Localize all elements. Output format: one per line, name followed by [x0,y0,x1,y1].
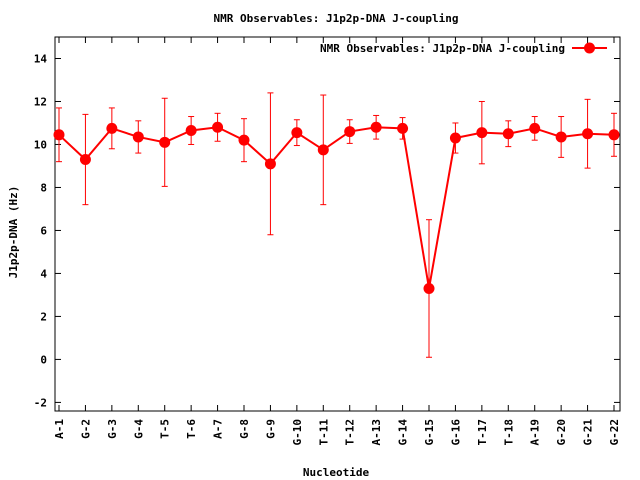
x-tick-label: G-4 [132,419,145,439]
data-point [556,131,567,142]
y-axis-label: J1p2p-DNA (Hz) [7,186,20,279]
x-tick-label: G-8 [238,419,251,439]
legend-label: NMR Observables: J1p2p-DNA J-coupling [320,42,565,55]
x-tick-label: T-12 [344,419,357,446]
plot-area: -2 0 2 4 6 8 10 12 14 A-1 G-2 G-3 G-4 T-5 T-6 A-7 G-8 G-9… [34,37,621,446]
x-tick-label: T-18 [502,419,515,446]
y-tick-label: 10 [34,138,47,151]
chart-title: NMR Observables: J1p2p-DNA J-coupling [213,12,458,25]
x-tick-label: G-22 [608,419,621,446]
data-point [106,123,117,134]
x-tick-label: A-13 [370,419,383,446]
y-tick-label: 8 [40,181,47,194]
x-tick-label: G-2 [79,419,92,439]
y-tick-label: 2 [40,310,47,323]
data-point [582,128,593,139]
data-point [371,122,382,133]
y-tick-label: 12 [34,95,47,108]
y-tick-label: 6 [40,224,47,237]
y-tick-label: 14 [34,52,48,65]
x-tick-label: A-1 [53,419,66,439]
x-tick-label: T-5 [159,419,172,439]
data-point [159,137,170,148]
data-point [397,123,408,134]
data-point [344,126,355,137]
series-line [59,127,614,288]
x-axis-label: Nucleotide [303,466,370,479]
data-point [54,129,65,140]
x-tick-label: G-14 [397,419,410,446]
data-point [212,122,223,133]
x-tick-label: G-15 [423,419,436,446]
data-point [609,129,620,140]
data-point [503,128,514,139]
y-tick-label: 4 [40,267,47,280]
data-point [186,125,197,136]
data-point [265,158,276,169]
legend: NMR Observables: J1p2p-DNA J-coupling [320,42,607,55]
data-point [133,131,144,142]
x-tick-label: G-21 [582,419,595,446]
x-tick-label: T-11 [317,419,330,446]
data-point [80,154,91,165]
data-point [529,123,540,134]
y-tick-label: -2 [34,396,47,409]
x-tick-label: G-3 [106,419,119,439]
plot-frame [55,37,620,411]
x-tick-label: G-16 [449,419,462,446]
data-point [318,144,329,155]
data-point [476,127,487,138]
data-point [450,133,461,144]
data-point [239,135,250,146]
x-tick-label: T-17 [476,419,489,446]
y-tick-label: 0 [40,353,47,366]
data-point [424,283,435,294]
x-tick-label: T-6 [185,419,198,439]
x-tick-label: G-9 [264,419,277,439]
x-tick-label: A-7 [212,419,225,439]
x-tick-label: G-10 [291,419,304,446]
x-tick-label: A-19 [529,419,542,446]
x-tick-label: G-20 [555,419,568,446]
data-point [291,127,302,138]
legend-marker [584,43,595,54]
